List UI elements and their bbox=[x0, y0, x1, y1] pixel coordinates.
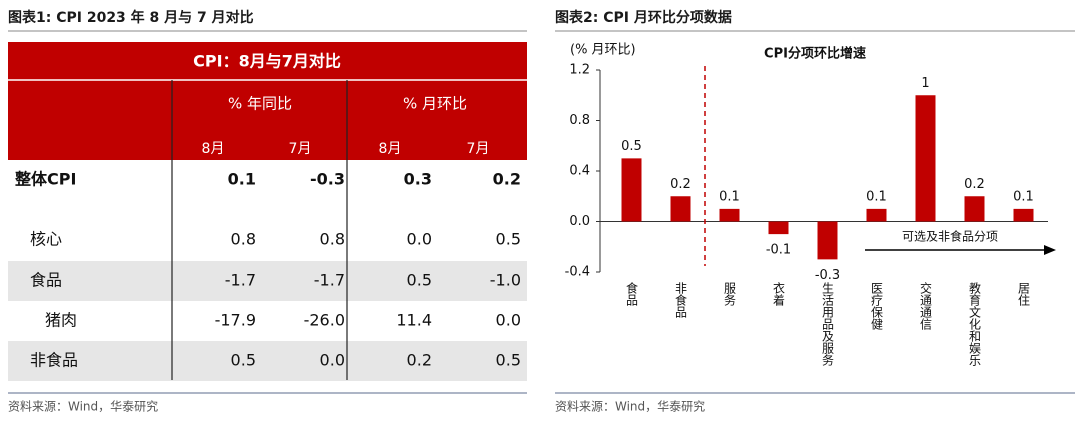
cell: 0.3 bbox=[404, 170, 432, 189]
row-label: 整体CPI bbox=[14, 170, 76, 189]
bar bbox=[1013, 208, 1034, 222]
row-label: 非食品 bbox=[30, 351, 78, 370]
y-tick-label: 0.0 bbox=[569, 214, 590, 229]
value-label: 0.2 bbox=[964, 177, 985, 192]
panel-title: 图表1: CPI 2023 年 8 月与 7 月对比 bbox=[8, 9, 254, 26]
cell: -1.0 bbox=[490, 271, 521, 290]
value-label: 0.1 bbox=[1013, 189, 1034, 204]
x-tick-label: 生活用品及服务 bbox=[821, 282, 835, 366]
month-header: 8月 bbox=[202, 141, 225, 157]
y-tick-label: -0.4 bbox=[565, 265, 590, 280]
cell: 0.8 bbox=[231, 230, 256, 249]
x-tick-label: 医疗保健 bbox=[870, 282, 884, 330]
x-tick-label: 服务 bbox=[723, 282, 737, 306]
value-label: 1 bbox=[921, 76, 929, 91]
x-tick-label: 居住 bbox=[1017, 282, 1031, 306]
value-label: 0.2 bbox=[670, 177, 691, 192]
axis-label: (% 月环比) bbox=[570, 43, 636, 58]
x-tick-label: 交通通信 bbox=[919, 281, 933, 331]
y-tick-label: 1.2 bbox=[569, 63, 590, 78]
group-header: % 年同比 bbox=[228, 95, 292, 113]
cell: 11.4 bbox=[396, 311, 432, 330]
bar bbox=[768, 221, 789, 235]
bar bbox=[964, 196, 985, 222]
value-label: -0.1 bbox=[766, 243, 791, 258]
chart: (% 月环比) CPI分项环比增速 -0.4 0.0 0.4 0.8 1.2 0.5 食品 0.2… bbox=[565, 43, 1048, 366]
cell: -0.3 bbox=[310, 170, 345, 189]
month-header: 8月 bbox=[379, 141, 402, 157]
cell: -17.9 bbox=[215, 311, 256, 330]
value-label: 0.5 bbox=[621, 139, 642, 154]
cell: 0.0 bbox=[496, 311, 521, 330]
row-bg bbox=[8, 341, 527, 381]
bar bbox=[621, 158, 642, 222]
row-bg bbox=[8, 261, 527, 301]
month-header: 7月 bbox=[467, 141, 490, 157]
month-header: 7月 bbox=[289, 141, 312, 157]
x-tick-label: 衣着 bbox=[772, 281, 786, 307]
cell: -1.7 bbox=[225, 271, 256, 290]
x-tick-label: 教育文化和娱乐 bbox=[968, 281, 982, 366]
annotation: 可选及非食品分项 bbox=[902, 229, 998, 244]
header-bg bbox=[8, 42, 527, 160]
group-header: % 月环比 bbox=[403, 95, 467, 113]
source: 资料来源：Wind，华泰研究 bbox=[8, 399, 158, 414]
y-tick-label: 0.4 bbox=[569, 164, 590, 179]
cell: 0.1 bbox=[228, 170, 256, 189]
bar bbox=[817, 221, 838, 260]
chart-title: CPI分项环比增速 bbox=[764, 46, 866, 62]
row-label: 猪肉 bbox=[45, 311, 77, 330]
cell: 0.5 bbox=[496, 230, 521, 249]
value-label: 0.1 bbox=[719, 189, 740, 204]
cell: 0.5 bbox=[407, 271, 432, 290]
cell: 0.5 bbox=[496, 351, 521, 370]
cell: -1.7 bbox=[314, 271, 345, 290]
row-label: 核心 bbox=[30, 230, 62, 249]
bar bbox=[670, 196, 691, 222]
cell: 0.2 bbox=[407, 351, 432, 370]
x-tick-label: 食品 bbox=[625, 281, 639, 306]
row-label: 食品 bbox=[30, 271, 62, 290]
source: 资料来源：Wind，华泰研究 bbox=[555, 399, 705, 414]
arrow-head bbox=[1044, 245, 1056, 255]
bar bbox=[866, 208, 887, 222]
value-label: 0.1 bbox=[866, 189, 887, 204]
y-tick-label: 0.8 bbox=[569, 113, 590, 128]
cell: 0.0 bbox=[407, 230, 432, 249]
cell: 0.2 bbox=[493, 170, 521, 189]
bar bbox=[915, 95, 936, 222]
bar bbox=[719, 208, 740, 222]
cell: 0.8 bbox=[320, 230, 345, 249]
panel-title: 图表2: CPI 月环比分项数据 bbox=[555, 9, 732, 26]
cell: -26.0 bbox=[304, 311, 345, 330]
x-tick-label: 非食品 bbox=[674, 282, 688, 318]
cell: 0.0 bbox=[320, 351, 345, 370]
value-label: -0.3 bbox=[815, 268, 840, 283]
cell: 0.5 bbox=[231, 351, 256, 370]
table-title: CPI：8月与7月对比 bbox=[193, 52, 341, 71]
